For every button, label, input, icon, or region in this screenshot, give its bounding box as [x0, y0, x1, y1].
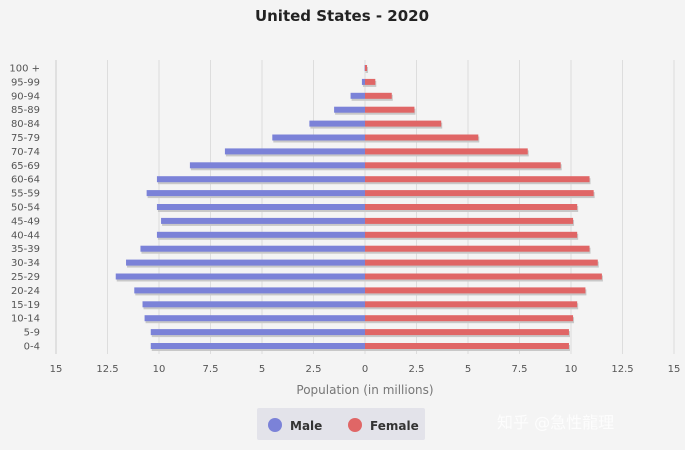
bar-female[interactable]: [365, 162, 561, 169]
y-tick-label: 5-9: [24, 328, 40, 339]
legend-background: [257, 408, 425, 440]
y-tick-label: 15-19: [11, 300, 40, 311]
bar-female[interactable]: [365, 245, 590, 252]
bar-female[interactable]: [365, 78, 376, 85]
bar-male[interactable]: [161, 217, 365, 224]
x-tick-label: 2.5: [409, 364, 425, 375]
bar-male[interactable]: [309, 120, 365, 127]
y-tick-label: 75-79: [11, 133, 40, 144]
bar-female[interactable]: [365, 65, 368, 71]
bar-male[interactable]: [126, 259, 365, 266]
bar-female[interactable]: [365, 273, 602, 280]
y-tick-label: 0-4: [24, 342, 40, 353]
bar-male[interactable]: [156, 176, 365, 183]
y-tick-label: 70-74: [11, 147, 40, 158]
y-tick-label: 65-69: [11, 161, 40, 172]
x-tick-label: 5: [259, 364, 265, 375]
y-tick-label: 50-54: [11, 203, 40, 214]
x-tick-label: 2.5: [306, 364, 322, 375]
legend-label-male: Male: [290, 419, 322, 433]
x-tick-label: 15: [668, 364, 681, 375]
bar-male[interactable]: [156, 204, 365, 210]
bar-male[interactable]: [144, 315, 365, 322]
bar-female[interactable]: [365, 134, 479, 141]
bar-male[interactable]: [156, 231, 365, 238]
bar-female[interactable]: [365, 329, 569, 336]
x-tick-label: 12.5: [611, 364, 633, 375]
y-tick-label: 95-99: [11, 77, 40, 88]
y-tick-label: 40-44: [11, 230, 40, 241]
y-tick-label: 30-34: [11, 258, 40, 269]
bar-male[interactable]: [150, 329, 365, 336]
bar-female[interactable]: [365, 259, 598, 266]
x-axis-labels: 15 12.5 10 7.5 5 2.5 0 2.5 5 7.5 10 12.5 15: [50, 364, 681, 375]
bar-male[interactable]: [115, 273, 366, 280]
bar-female[interactable]: [365, 287, 586, 294]
y-tick-label: 20-24: [11, 286, 40, 297]
legend[interactable]: Male Female: [257, 408, 425, 440]
legend-swatch-female: [348, 418, 362, 432]
bar-female[interactable]: [365, 315, 574, 322]
legend-swatch-male: [268, 418, 282, 432]
y-tick-label: 10-14: [11, 314, 40, 325]
bar-male[interactable]: [150, 343, 365, 349]
y-tick-label: 25-29: [11, 272, 40, 283]
bar-male[interactable]: [224, 148, 365, 155]
bar-male[interactable]: [140, 245, 365, 252]
y-tick-label: 60-64: [11, 175, 40, 186]
x-axis-title: Population (in millions): [296, 383, 433, 397]
bar-female[interactable]: [365, 301, 578, 308]
bar-female[interactable]: [365, 190, 594, 197]
x-tick-label: 7.5: [203, 364, 219, 375]
chart-title: United States - 2020: [255, 7, 429, 25]
bar-male[interactable]: [146, 190, 365, 197]
y-tick-label: 90-94: [11, 91, 40, 102]
y-tick-label: 85-89: [11, 105, 40, 116]
y-axis-labels: 100 + 95-99 90-94 85-89 80-84 75-79 70-74 65-69…: [9, 64, 40, 353]
x-tick-label: 0: [362, 364, 368, 375]
bar-female[interactable]: [365, 120, 442, 127]
bar-female[interactable]: [365, 217, 574, 224]
y-tick-label: 55-59: [11, 189, 40, 200]
x-tick-label: 10: [565, 364, 578, 375]
bar-male[interactable]: [350, 92, 365, 99]
legend-item-female[interactable]: Female: [348, 418, 419, 433]
bar-female[interactable]: [365, 231, 578, 238]
x-tick-label: 15: [50, 364, 63, 375]
bar-female[interactable]: [365, 176, 590, 183]
y-tick-label: 45-49: [11, 216, 40, 227]
bar-male[interactable]: [272, 134, 365, 141]
watermark-text: 知乎 @急性龍理: [497, 413, 614, 432]
bar-female[interactable]: [365, 106, 415, 113]
y-tick-label: 100 +: [9, 64, 40, 75]
x-tick-label: 7.5: [512, 364, 528, 375]
x-tick-label: 5: [465, 364, 471, 375]
bar-male[interactable]: [142, 301, 365, 308]
bar-female[interactable]: [365, 343, 569, 349]
bars: [115, 65, 603, 351]
bar-female[interactable]: [365, 204, 578, 210]
x-tick-label: 10: [153, 364, 166, 375]
bar-male[interactable]: [189, 162, 365, 169]
legend-label-female: Female: [370, 419, 419, 433]
bar-male[interactable]: [334, 106, 365, 113]
legend-item-male[interactable]: Male: [268, 418, 322, 433]
bar-female[interactable]: [365, 92, 392, 99]
bar-female[interactable]: [365, 148, 528, 155]
y-tick-label: 35-39: [11, 244, 40, 255]
bar-male[interactable]: [134, 287, 365, 294]
bar-male[interactable]: [361, 78, 365, 85]
y-tick-label: 80-84: [11, 119, 40, 130]
x-tick-label: 12.5: [96, 364, 118, 375]
